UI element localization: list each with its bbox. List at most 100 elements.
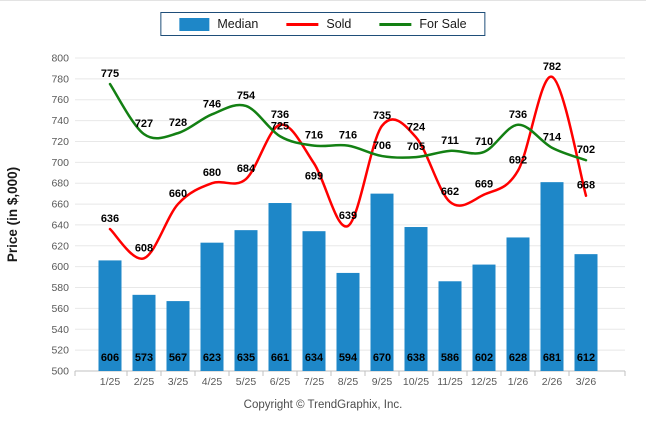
svg-text:560: 560	[51, 303, 69, 315]
svg-text:573: 573	[135, 352, 153, 364]
svg-text:661: 661	[271, 352, 289, 364]
svg-text:606: 606	[101, 352, 119, 364]
median-bars	[98, 182, 598, 371]
svg-text:800: 800	[51, 53, 69, 65]
svg-text:636: 636	[101, 213, 119, 225]
svg-text:10/25: 10/25	[403, 376, 429, 388]
median-bar	[404, 227, 428, 371]
svg-text:586: 586	[441, 352, 459, 364]
svg-text:628: 628	[509, 352, 527, 364]
sold-line	[108, 75, 588, 260]
svg-text:669: 669	[475, 179, 493, 191]
svg-text:608: 608	[135, 242, 153, 254]
svg-text:740: 740	[51, 115, 69, 127]
svg-text:754: 754	[237, 90, 256, 102]
svg-text:2/25: 2/25	[134, 376, 155, 388]
median-bar	[132, 294, 156, 371]
svg-text:760: 760	[51, 94, 69, 106]
median-bar	[200, 242, 224, 371]
svg-text:9/25: 9/25	[372, 376, 393, 388]
bar-value-labels: 606 573 567 623 635 661 634 594 670 638 586 602 628 6…	[101, 352, 595, 364]
svg-text:670: 670	[373, 352, 391, 364]
sold-data-labels: 636 608 660 680 684 736 699 639 735 724 662 669 692 7…	[101, 61, 595, 255]
median-bar	[302, 231, 326, 371]
legend-item-sold: Sold	[286, 17, 351, 31]
svg-text:746: 746	[203, 98, 221, 110]
median-bar	[234, 230, 258, 371]
svg-text:681: 681	[543, 352, 561, 364]
median-bar	[574, 254, 598, 371]
svg-text:680: 680	[51, 178, 69, 190]
for-sale-data-labels: 775 727 728 746 754 725 716 716 706 705 711 710 736 7…	[101, 68, 595, 156]
svg-text:780: 780	[51, 73, 69, 85]
median-bar-swatch-icon	[179, 17, 210, 31]
svg-text:660: 660	[169, 188, 187, 200]
copyright-text: Copyright © TrendGraphix, Inc.	[243, 399, 403, 411]
svg-text:620: 620	[51, 240, 69, 252]
svg-text:660: 660	[51, 199, 69, 211]
legend-label-sold: Sold	[326, 17, 352, 31]
svg-text:736: 736	[509, 109, 527, 121]
svg-text:716: 716	[305, 130, 323, 142]
svg-text:4/25: 4/25	[202, 376, 223, 388]
median-bar	[472, 264, 496, 371]
svg-text:705: 705	[407, 141, 425, 153]
svg-text:736: 736	[271, 109, 289, 121]
svg-text:724: 724	[407, 121, 426, 133]
svg-text:600: 600	[51, 261, 69, 273]
svg-text:638: 638	[407, 352, 425, 364]
svg-text:725: 725	[271, 120, 289, 132]
svg-text:635: 635	[237, 352, 255, 364]
svg-text:684: 684	[237, 163, 256, 175]
median-bar	[98, 260, 122, 371]
x-tick-labels: 1/25 2/25 3/25 4/25 5/25 6/25 7/25 8/25 9/25 10/2…	[100, 376, 597, 388]
price-chart-canvas: 500 520 540 560 580 600 620 640 660 680 700 720 740 7…	[5, 53, 626, 388]
svg-text:594: 594	[339, 352, 358, 364]
median-bar	[166, 301, 190, 371]
svg-text:702: 702	[577, 144, 595, 156]
legend-item-median: Median	[179, 17, 258, 31]
svg-text:500: 500	[51, 366, 69, 378]
svg-text:782: 782	[543, 61, 561, 73]
svg-text:3/26: 3/26	[576, 376, 597, 388]
svg-text:728: 728	[169, 117, 187, 129]
median-bar	[268, 203, 292, 371]
svg-text:2/26: 2/26	[542, 376, 563, 388]
chart-legend: Median Sold For Sale	[160, 12, 486, 36]
svg-text:3/25: 3/25	[168, 376, 189, 388]
svg-text:1/25: 1/25	[100, 376, 121, 388]
svg-text:639: 639	[339, 210, 357, 222]
svg-text:1/26: 1/26	[508, 376, 529, 388]
legend-item-forsale: For Sale	[379, 17, 467, 31]
forsale-line-swatch-icon	[379, 22, 412, 26]
svg-text:11/25: 11/25	[437, 376, 463, 388]
svg-text:540: 540	[51, 324, 69, 336]
svg-text:716: 716	[339, 130, 357, 142]
svg-text:735: 735	[373, 110, 391, 122]
svg-text:634: 634	[305, 352, 324, 364]
svg-text:6/25: 6/25	[270, 376, 291, 388]
svg-text:567: 567	[169, 352, 187, 364]
median-bar	[540, 182, 564, 371]
x-axis-ticks	[74, 371, 626, 376]
svg-text:680: 680	[203, 167, 221, 179]
median-bar	[370, 193, 394, 371]
svg-text:699: 699	[305, 170, 323, 182]
svg-text:692: 692	[509, 155, 527, 167]
for-sale-line	[108, 82, 588, 162]
svg-text:8/25: 8/25	[338, 376, 359, 388]
legend-label-forsale: For Sale	[419, 17, 467, 31]
svg-text:714: 714	[543, 132, 562, 144]
svg-text:640: 640	[51, 219, 69, 231]
svg-text:7/25: 7/25	[304, 376, 325, 388]
svg-text:710: 710	[475, 136, 493, 148]
svg-text:520: 520	[51, 345, 69, 357]
svg-text:706: 706	[373, 140, 391, 152]
svg-text:775: 775	[101, 68, 119, 80]
svg-text:720: 720	[51, 136, 69, 148]
svg-text:662: 662	[441, 186, 459, 198]
svg-text:602: 602	[475, 352, 493, 364]
y-axis-title: Price (in $,000)	[5, 167, 20, 262]
svg-text:580: 580	[51, 282, 69, 294]
legend-label-median: Median	[217, 17, 259, 31]
